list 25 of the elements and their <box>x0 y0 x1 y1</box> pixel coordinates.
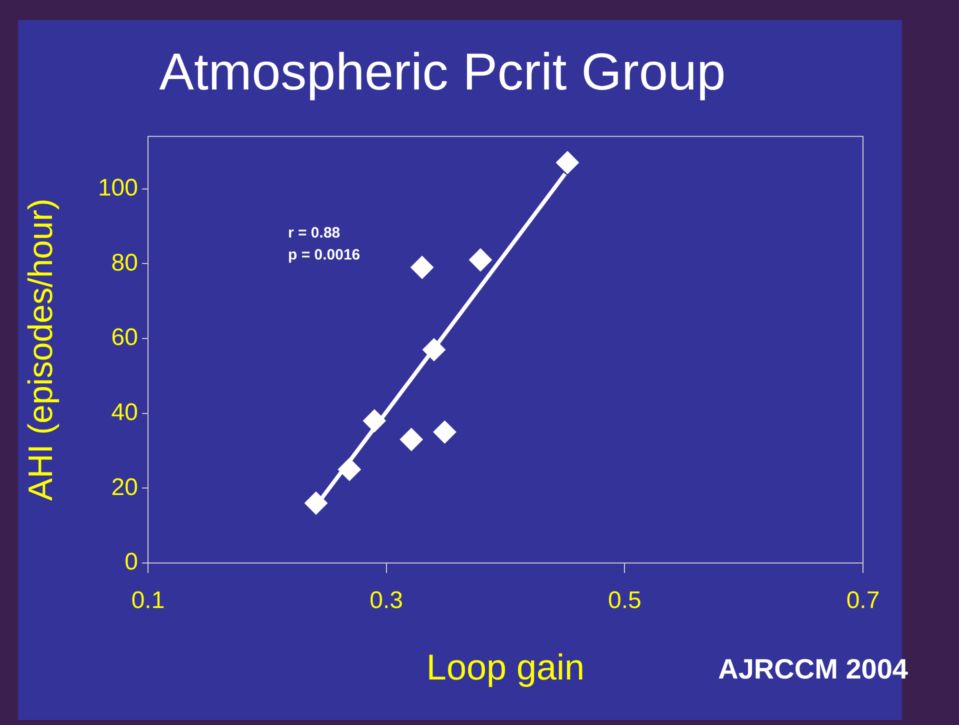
y-tick-label: 20 <box>111 474 138 501</box>
text: AJRCCM 2004 <box>718 654 908 685</box>
x-tick-label: 0.5 <box>608 587 642 614</box>
annotation: r = 0.88 <box>288 224 340 242</box>
y-tick-label: 40 <box>111 398 138 426</box>
point <box>304 492 328 515</box>
point <box>468 248 492 272</box>
chart-title: Atmospheric Pcrit Group <box>159 44 726 102</box>
x-tick-label: 0.3 <box>370 587 404 614</box>
point <box>433 420 456 444</box>
y-tick-label: 0 <box>124 548 138 576</box>
point <box>422 338 446 362</box>
x-tick-label: 0.7 <box>846 587 880 614</box>
point <box>410 256 434 279</box>
point <box>362 409 386 432</box>
y-tick-label: 100 <box>98 174 138 202</box>
y-tick-label: 80 <box>111 249 138 276</box>
point <box>338 458 361 481</box>
x-tick-label: 0.1 <box>131 587 165 614</box>
annotation: p = 0.0016 <box>288 246 360 264</box>
x-axis-title: Loop gain <box>426 646 585 688</box>
point <box>556 151 579 174</box>
y-tick-label: 60 <box>111 324 138 352</box>
point <box>400 428 423 452</box>
y-axis-title: AHI (episodes/hour) <box>22 198 60 501</box>
